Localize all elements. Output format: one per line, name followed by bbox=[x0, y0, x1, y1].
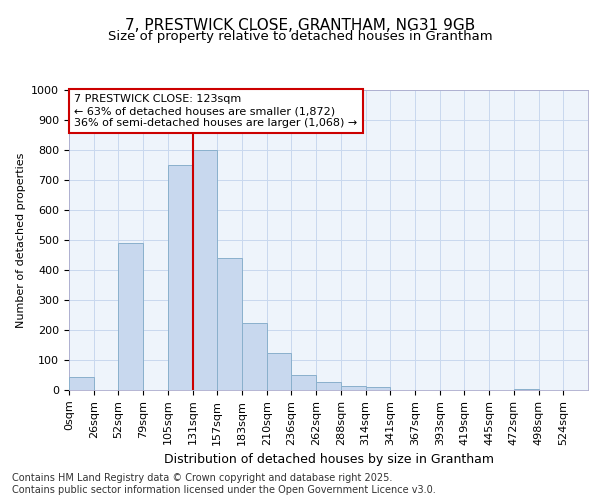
X-axis label: Distribution of detached houses by size in Grantham: Distribution of detached houses by size … bbox=[163, 453, 493, 466]
Bar bbox=[193, 150, 217, 390]
Bar bbox=[69, 378, 94, 390]
Bar bbox=[217, 258, 242, 390]
Bar bbox=[514, 388, 539, 390]
Bar bbox=[316, 382, 341, 390]
Bar bbox=[292, 375, 316, 390]
Text: 7, PRESTWICK CLOSE, GRANTHAM, NG31 9GB: 7, PRESTWICK CLOSE, GRANTHAM, NG31 9GB bbox=[125, 18, 475, 32]
Bar bbox=[341, 386, 365, 390]
Text: 7 PRESTWICK CLOSE: 123sqm
← 63% of detached houses are smaller (1,872)
36% of se: 7 PRESTWICK CLOSE: 123sqm ← 63% of detac… bbox=[74, 94, 358, 128]
Text: Size of property relative to detached houses in Grantham: Size of property relative to detached ho… bbox=[107, 30, 493, 43]
Bar bbox=[242, 322, 267, 390]
Text: Contains HM Land Registry data © Crown copyright and database right 2025.
Contai: Contains HM Land Registry data © Crown c… bbox=[12, 474, 436, 495]
Bar bbox=[168, 165, 193, 390]
Y-axis label: Number of detached properties: Number of detached properties bbox=[16, 152, 26, 328]
Bar bbox=[118, 243, 143, 390]
Bar bbox=[365, 387, 390, 390]
Bar bbox=[267, 352, 292, 390]
